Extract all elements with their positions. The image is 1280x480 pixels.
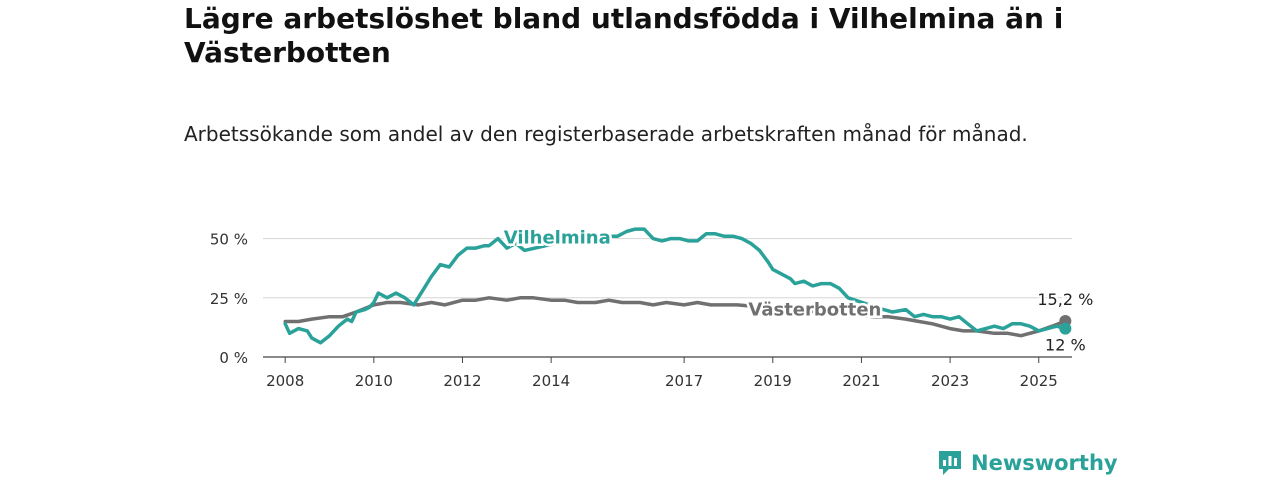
- brand-name: Newsworthy: [971, 451, 1118, 475]
- series-lines: [283, 227, 1072, 345]
- series-label-vasterbotten: Västerbotten: [748, 300, 881, 321]
- x-axis-ticks: 2008 2010 2012 2014 2017 2019 2021 2023 2025: [266, 357, 1058, 390]
- x-tick-label: 2008: [266, 372, 304, 390]
- y-tick-label: 50 %: [210, 231, 248, 249]
- y-tick-label: 0 %: [219, 349, 248, 367]
- y-tick-label: 25 %: [210, 290, 248, 308]
- series-label-vilhelmina: Vilhelmina: [504, 227, 611, 248]
- end-value-label-vasterbotten: 15,2 %: [1037, 290, 1093, 309]
- x-tick-label: 2021: [842, 372, 880, 390]
- newsworthy-logo: Newsworthy: [937, 449, 1118, 477]
- x-tick-label: 2017: [665, 372, 703, 390]
- series-line-vasterbotten: [283, 296, 1068, 338]
- series-line-vilhelmina: [283, 227, 1068, 345]
- x-tick-label: 2012: [443, 372, 481, 390]
- x-tick-label: 2025: [1020, 372, 1058, 390]
- x-tick-label: 2014: [532, 372, 570, 390]
- y-axis-ticks: 0 % 25 % 50 %: [210, 231, 248, 367]
- end-marker-vilhelmina: [1059, 322, 1072, 335]
- x-tick-label: 2019: [754, 372, 792, 390]
- x-tick-label: 2010: [355, 372, 393, 390]
- chart-subtitle: Arbetssökande som andel av den registerb…: [184, 122, 1028, 146]
- chart-title: Lägre arbetslöshet bland utlandsfödda i …: [184, 2, 1064, 69]
- series-labels: Vilhelmina Västerbotten 15,2 % 12 %: [501, 225, 1095, 357]
- newsworthy-logo-icon: [939, 451, 961, 475]
- end-value-label-vilhelmina: 12 %: [1045, 336, 1086, 355]
- x-tick-label: 2023: [931, 372, 969, 390]
